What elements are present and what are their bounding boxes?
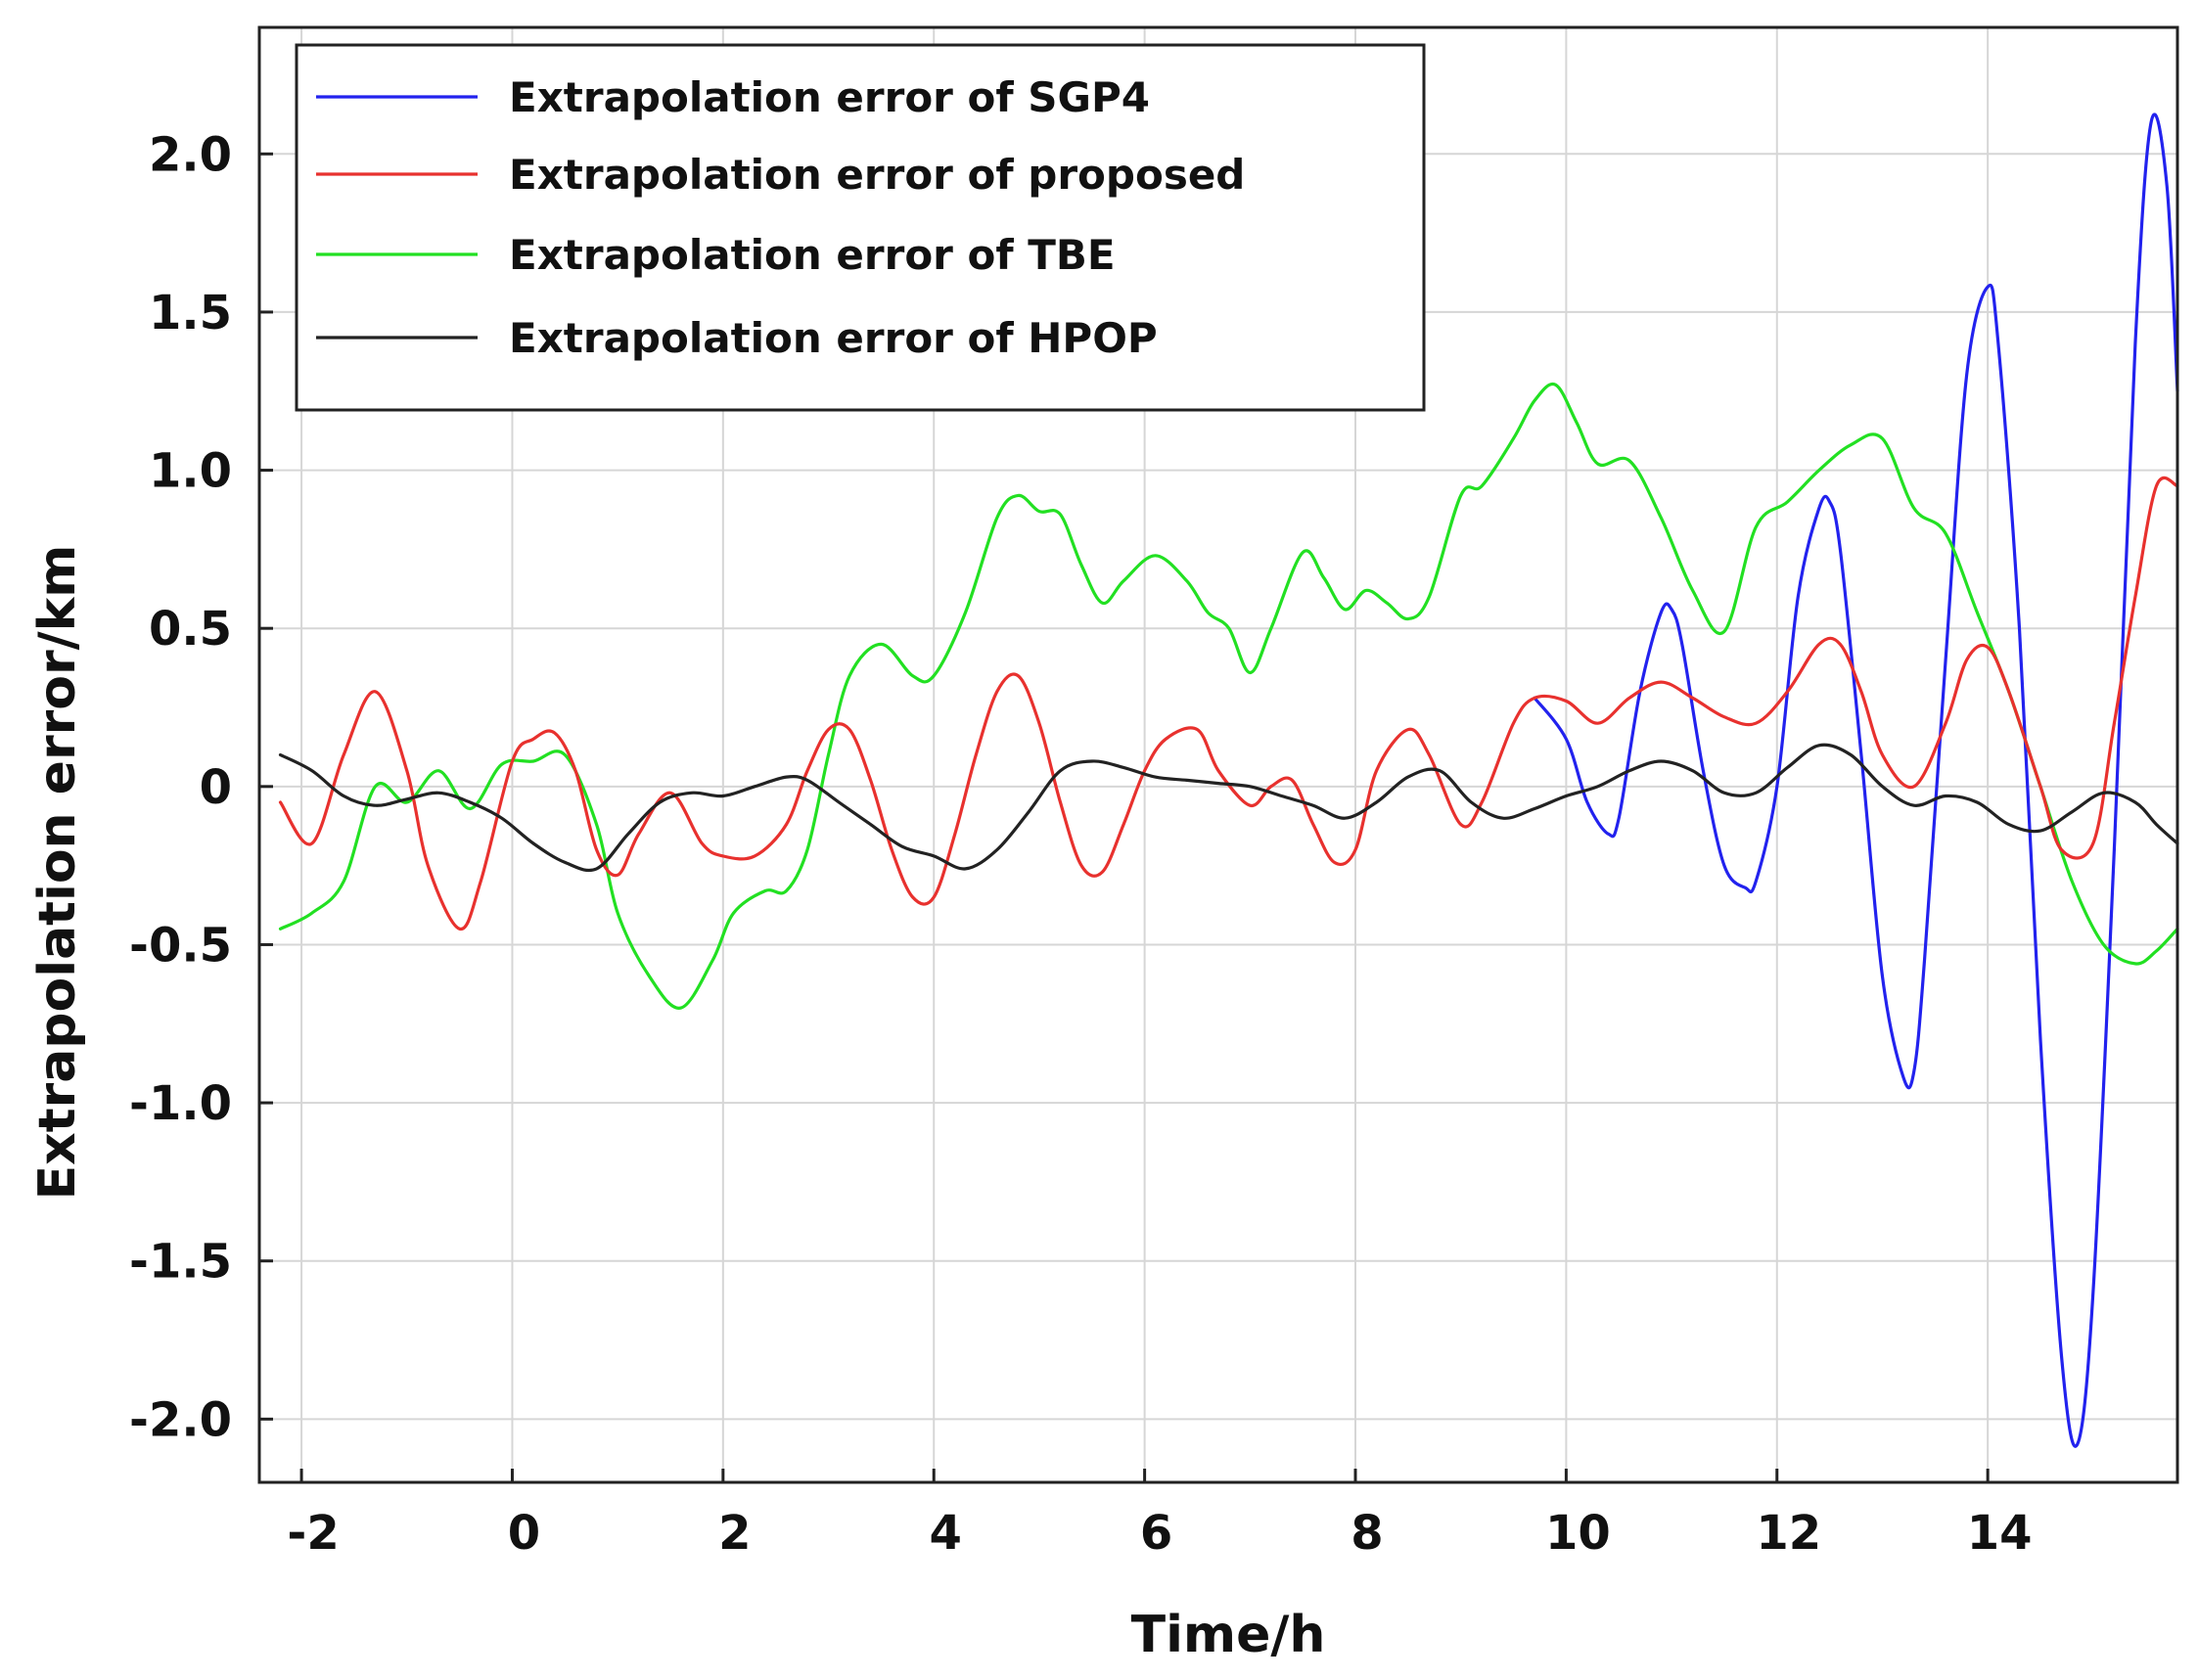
y-axis-ticks: 2.0 1.5 1.0 0.5 0 -0.5 -1.0 -1.5 -2.0 xyxy=(129,127,273,1447)
x-axis-ticks: -2 0 2 4 6 8 10 12 14 xyxy=(287,1469,2033,1561)
series-line-tbe xyxy=(278,382,2179,1010)
y-tick-label: 1.0 xyxy=(149,444,232,499)
y-tick-label: -2.0 xyxy=(129,1392,232,1447)
series-line-proposed xyxy=(278,476,2179,931)
series-line-sgp4 xyxy=(1533,113,2179,1448)
x-tick-label: 0 xyxy=(508,1506,540,1561)
y-tick-label: 0.5 xyxy=(149,602,232,657)
x-tick-label: 12 xyxy=(1756,1506,1821,1561)
x-tick-label: 14 xyxy=(1967,1506,2033,1561)
y-tick-label: -0.5 xyxy=(129,918,232,973)
legend-label-proposed: Extrapolation error of proposed xyxy=(509,151,1245,199)
legend-label-tbe: Extrapolation error of TBE xyxy=(509,231,1116,279)
y-tick-label: 0 xyxy=(200,760,232,815)
y-axis-title: Extrapolation error/km xyxy=(28,545,87,1201)
y-tick-label: -1.5 xyxy=(129,1235,232,1290)
x-tick-label: 10 xyxy=(1545,1506,1611,1561)
series-lines xyxy=(278,113,2179,1448)
x-tick-label: 4 xyxy=(930,1506,962,1561)
x-axis-title: Time/h xyxy=(1131,1606,1326,1664)
x-tick-label: 8 xyxy=(1351,1506,1383,1561)
legend: Extrapolation error of SGP4 Extrapolation… xyxy=(295,43,1426,412)
legend-box xyxy=(295,43,1426,412)
legend-label-hpop: Extrapolation error of HPOP xyxy=(509,314,1158,362)
legend-label-sgp4: Extrapolation error of SGP4 xyxy=(509,73,1150,121)
x-tick-label: 2 xyxy=(718,1506,751,1561)
y-tick-label: 1.5 xyxy=(149,286,232,341)
x-tick-label: -2 xyxy=(287,1506,339,1561)
plot-frame xyxy=(257,25,2179,1484)
series-line-hpop xyxy=(278,743,2179,873)
y-tick-label: 2.0 xyxy=(149,127,232,182)
y-tick-label: -1.0 xyxy=(129,1076,232,1131)
x-tick-label: 6 xyxy=(1140,1506,1172,1561)
